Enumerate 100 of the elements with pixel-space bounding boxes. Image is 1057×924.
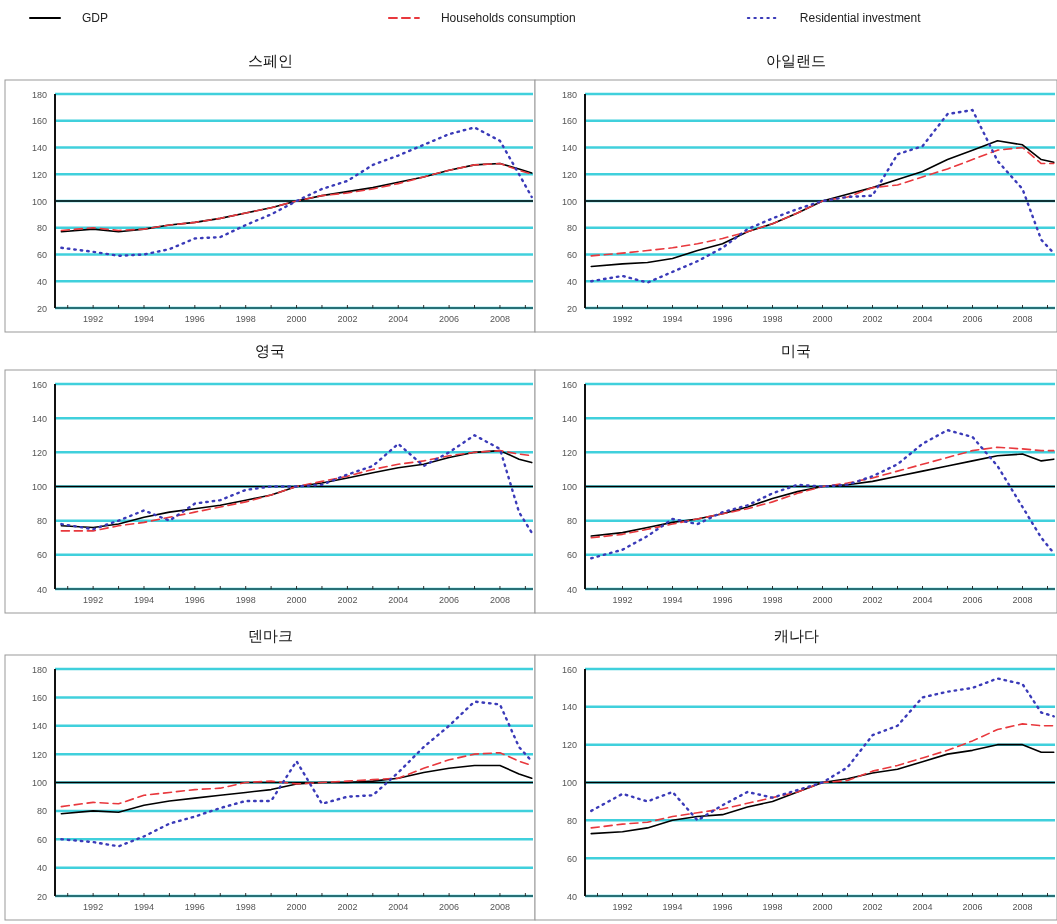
y-tick-label: 20 (566, 303, 577, 314)
y-tick-label: 180 (31, 664, 47, 675)
line-series (60, 700, 533, 848)
line-series (590, 428, 1055, 560)
x-tick-label: 1994 (662, 314, 683, 324)
y-tick-label: 120 (561, 740, 577, 751)
y-tick-label: 160 (31, 692, 47, 703)
line-series (60, 764, 533, 815)
y-tick-label: 120 (561, 447, 577, 458)
x-tick-label: 1992 (83, 595, 104, 605)
chart-title: 영국 (255, 342, 285, 359)
y-tick-label: 160 (561, 664, 577, 675)
chart-title: 스페인 (247, 52, 293, 69)
x-tick-label: 2008 (489, 595, 510, 605)
y-tick-label: 80 (566, 516, 577, 527)
x-tick-label: 1998 (235, 902, 256, 912)
x-tick-label: 2006 (439, 595, 460, 605)
x-tick-label: 2008 (489, 314, 510, 324)
y-tick-label: 100 (31, 482, 47, 492)
y-tick-label: 120 (561, 169, 577, 180)
y-tick-label: 40 (566, 891, 577, 902)
x-tick-label: 2008 (1012, 595, 1033, 605)
legend-label: Residential investment (799, 11, 922, 25)
x-tick-label: 1998 (235, 595, 256, 605)
line-series (590, 723, 1055, 829)
x-tick-label: 1994 (133, 902, 154, 912)
x-tick-label: 2002 (337, 314, 358, 324)
x-tick-label: 2006 (439, 314, 460, 324)
y-tick-label: 40 (36, 584, 47, 595)
x-tick-label: 2002 (862, 314, 883, 324)
x-tick-label: 2002 (862, 595, 883, 605)
x-tick-label: 2006 (962, 595, 983, 605)
x-tick-label: 2002 (337, 595, 358, 605)
x-tick-label: 2008 (489, 902, 510, 912)
x-tick-label: 1992 (83, 902, 104, 912)
y-tick-label: 40 (566, 276, 577, 287)
y-tick-label: 60 (566, 250, 577, 260)
x-tick-label: 2008 (1012, 902, 1033, 912)
chart-title: 아일랜드 (766, 52, 826, 69)
x-tick-label: 1992 (612, 314, 633, 324)
x-tick-label: 2004 (912, 595, 933, 605)
x-tick-label: 2000 (812, 314, 833, 324)
y-tick-label: 100 (561, 482, 577, 492)
line-series (590, 743, 1055, 835)
y-tick-label: 20 (36, 303, 47, 314)
x-tick-label: 2006 (962, 314, 983, 324)
x-tick-label: 2004 (388, 902, 409, 912)
x-tick-label: 2000 (812, 595, 833, 605)
x-tick-label: 2004 (912, 902, 933, 912)
legend-label: GDP (82, 11, 109, 25)
x-tick-label: 2002 (337, 902, 358, 912)
y-tick-label: 80 (566, 815, 577, 826)
legend-item: GDP (29, 11, 108, 25)
y-tick-label: 160 (561, 379, 577, 390)
y-tick-label: 40 (36, 276, 47, 287)
y-tick-label: 140 (561, 702, 577, 713)
x-tick-label: 1996 (184, 314, 205, 324)
x-tick-label: 1996 (184, 902, 205, 912)
y-tick-label: 100 (31, 196, 47, 207)
x-tick-label: 1998 (235, 314, 256, 324)
y-tick-label: 120 (31, 749, 47, 760)
y-tick-label: 60 (566, 550, 577, 561)
x-tick-label: 1998 (762, 314, 783, 324)
y-tick-label: 120 (31, 169, 47, 180)
y-tick-label: 40 (566, 584, 577, 595)
x-tick-label: 1992 (83, 314, 104, 324)
x-tick-label: 1998 (762, 902, 783, 912)
chart-title: 캐나다 (773, 627, 819, 644)
x-tick-label: 2006 (439, 902, 460, 912)
y-tick-label: 140 (31, 143, 47, 153)
y-tick-label: 180 (561, 89, 577, 100)
y-tick-label: 60 (36, 250, 47, 260)
legend-item: Residential investment (746, 11, 921, 25)
x-tick-label: 2004 (388, 595, 409, 605)
x-tick-label: 1992 (612, 902, 633, 912)
x-tick-label: 2008 (1012, 314, 1033, 324)
x-tick-label: 1994 (662, 595, 683, 605)
line-series (590, 677, 1055, 822)
y-tick-label: 80 (36, 516, 47, 527)
x-tick-label: 1994 (662, 902, 683, 912)
y-tick-label: 80 (36, 223, 47, 234)
x-tick-label: 1996 (712, 314, 733, 324)
x-tick-label: 2000 (812, 902, 833, 912)
legend-item: Households consumption (387, 11, 576, 25)
y-tick-label: 160 (561, 116, 577, 127)
x-tick-label: 1996 (712, 595, 733, 605)
y-tick-label: 80 (566, 223, 577, 234)
y-tick-label: 100 (561, 196, 577, 207)
y-tick-label: 140 (561, 413, 577, 424)
x-tick-label: 2004 (912, 314, 933, 324)
line-series (60, 434, 533, 534)
y-tick-label: 100 (561, 778, 577, 788)
x-tick-label: 2000 (286, 314, 307, 324)
y-tick-label: 140 (31, 413, 47, 424)
x-tick-label: 2000 (286, 595, 307, 605)
chart-title: 덴마크 (247, 627, 293, 644)
line-series (590, 108, 1055, 284)
x-tick-label: 2004 (388, 314, 409, 324)
x-tick-label: 1994 (133, 595, 154, 605)
y-tick-label: 20 (36, 891, 47, 902)
